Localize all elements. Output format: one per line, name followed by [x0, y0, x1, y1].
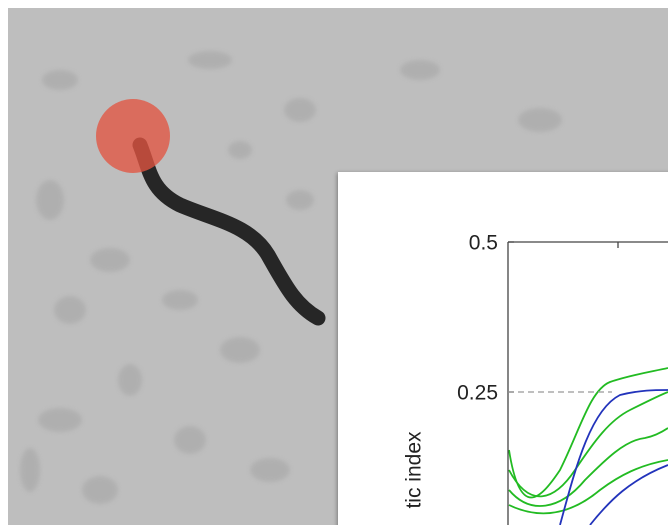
inset-panel: [338, 172, 668, 525]
page: tic index 0.50.25 (() => { const data = …: [0, 0, 668, 525]
y-tick-label: 0.25: [457, 382, 498, 405]
y-axis-label: tic index: [403, 431, 426, 509]
y-tick-label: 0.5: [469, 232, 498, 255]
screenshot: tic index 0.5 0.25: [0, 0, 668, 525]
chart-inset: tic index: [338, 172, 668, 525]
target-marker: [96, 99, 170, 173]
